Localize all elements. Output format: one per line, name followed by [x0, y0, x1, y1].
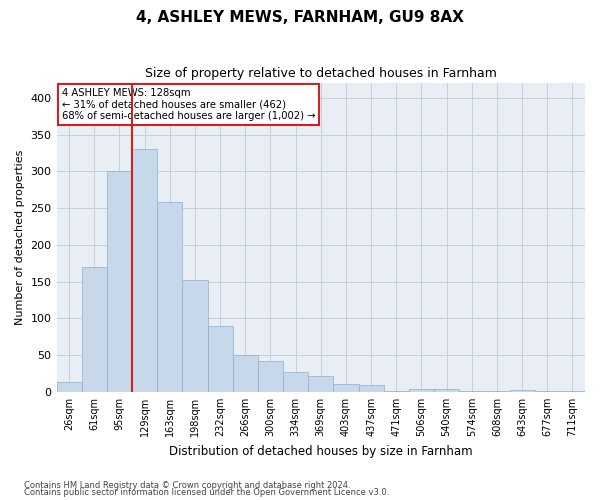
Bar: [509, 390, 535, 392]
Bar: [535, 391, 560, 392]
Bar: [560, 391, 585, 392]
Bar: [283, 372, 308, 392]
Bar: [409, 389, 434, 392]
Bar: [132, 149, 157, 392]
Bar: [56, 382, 82, 392]
Bar: [383, 391, 409, 392]
Text: 4 ASHLEY MEWS: 128sqm
← 31% of detached houses are smaller (462)
68% of semi-det: 4 ASHLEY MEWS: 128sqm ← 31% of detached …: [62, 88, 316, 121]
Bar: [233, 355, 258, 392]
Bar: [258, 361, 283, 392]
Bar: [182, 280, 208, 392]
Title: Size of property relative to detached houses in Farnham: Size of property relative to detached ho…: [145, 68, 497, 80]
Text: Contains public sector information licensed under the Open Government Licence v3: Contains public sector information licen…: [24, 488, 389, 497]
Text: Contains HM Land Registry data © Crown copyright and database right 2024.: Contains HM Land Registry data © Crown c…: [24, 480, 350, 490]
Bar: [434, 389, 459, 392]
Bar: [157, 202, 182, 392]
Bar: [208, 326, 233, 392]
Bar: [334, 384, 359, 392]
Bar: [484, 391, 509, 392]
Bar: [107, 170, 132, 392]
Text: 4, ASHLEY MEWS, FARNHAM, GU9 8AX: 4, ASHLEY MEWS, FARNHAM, GU9 8AX: [136, 10, 464, 25]
Y-axis label: Number of detached properties: Number of detached properties: [15, 150, 25, 325]
Bar: [459, 391, 484, 392]
Bar: [82, 267, 107, 392]
X-axis label: Distribution of detached houses by size in Farnham: Distribution of detached houses by size …: [169, 444, 473, 458]
Bar: [359, 386, 383, 392]
Bar: [308, 376, 334, 392]
